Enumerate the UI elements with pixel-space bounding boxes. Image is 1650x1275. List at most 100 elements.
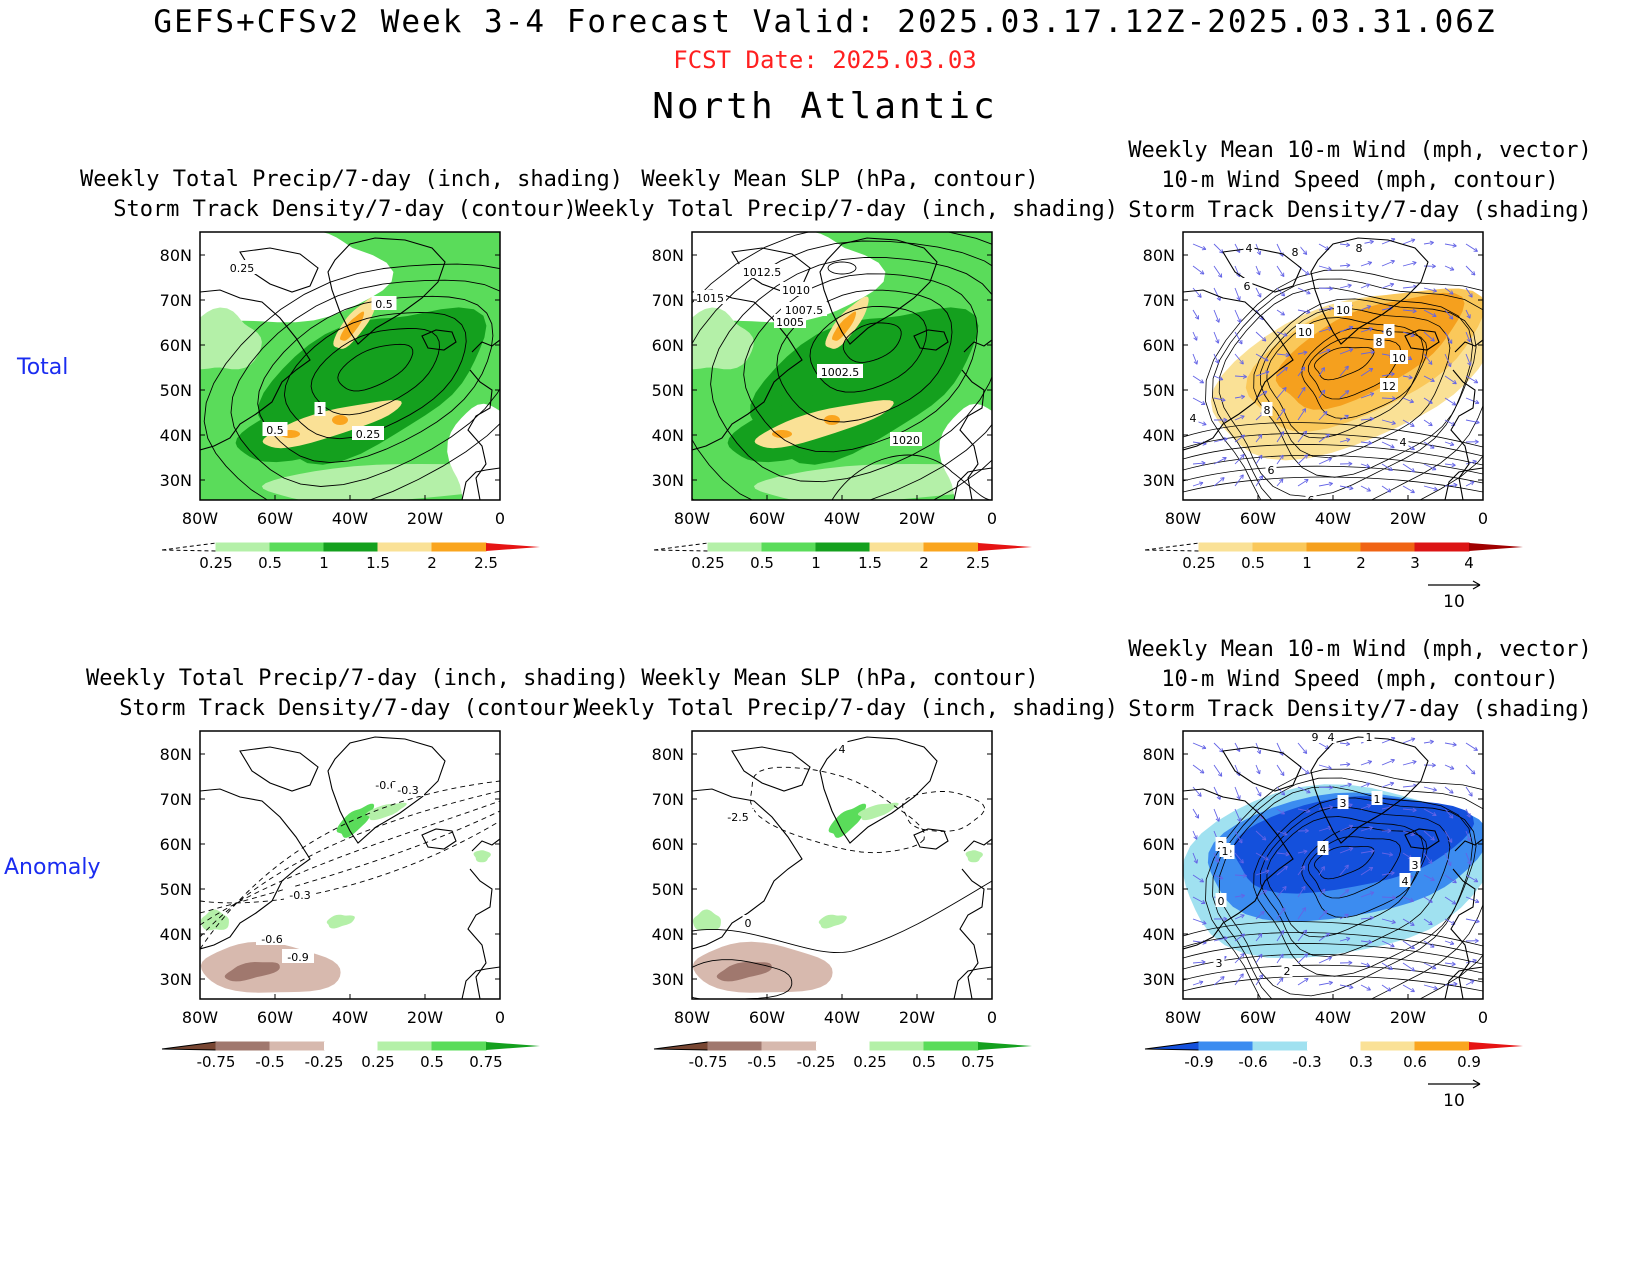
colorbar-track-anomaly: -0.9 -0.6 -0.3 0.3 0.6 0.9	[1144, 1041, 1523, 1071]
contour-label-bg	[392, 782, 424, 796]
coastline	[1183, 788, 1294, 950]
contour-label: 0.5	[375, 298, 393, 311]
wind-vector-head	[1323, 910, 1328, 915]
wind-vector	[1339, 984, 1354, 989]
reference-vector: 10	[1428, 580, 1481, 612]
wind-vector	[1213, 457, 1227, 465]
wind-vector	[1423, 984, 1438, 990]
colorbar-segment	[215, 1041, 271, 1051]
contour-label: 9	[1312, 731, 1319, 744]
contour-label-bg	[1390, 350, 1408, 364]
wind-vector	[1465, 287, 1473, 298]
wind-vector	[1423, 287, 1437, 292]
coastline	[692, 289, 803, 451]
colorbar-label: -0.3	[1292, 1053, 1321, 1071]
wind-vector	[1234, 353, 1244, 365]
wind-vector	[1318, 433, 1330, 443]
contour-label-bg	[1296, 324, 1314, 338]
contour-label-bg	[1215, 893, 1227, 907]
colorbar-segment	[1360, 1041, 1416, 1051]
wind-vector	[1213, 331, 1219, 344]
wind-vector	[1402, 238, 1416, 245]
wind-vector-head	[1447, 362, 1452, 368]
map-panel: -0.3-0.6-0.9-0.6 -0.380N70N60N50N40N30N80…	[160, 730, 505, 1027]
colorbar-segment	[431, 1041, 487, 1051]
contour-label: 1020	[892, 434, 920, 447]
wind-vector-head	[1473, 247, 1478, 252]
wind-vector-head	[1432, 312, 1437, 318]
map-area: 0.25 0.5 1 0.5 0.25	[200, 232, 500, 500]
precip-shading	[746, 232, 867, 311]
wind-vector	[1297, 287, 1311, 295]
wind-vector-head	[1236, 296, 1241, 301]
colorbar-label: 0.5	[750, 554, 774, 572]
wind-vector-head	[1472, 958, 1477, 964]
wind-vector-head	[1472, 459, 1477, 465]
wind-vector-head	[1448, 339, 1453, 344]
wind-vector	[1360, 418, 1374, 421]
wind-vector-head	[1242, 374, 1247, 379]
wind-vector-head	[1193, 360, 1198, 365]
map-area: 94131221434032	[1183, 731, 1483, 999]
lat-label: 40N	[652, 426, 684, 445]
contour-label-bg	[1337, 795, 1349, 809]
lat-label: 60N	[652, 835, 684, 854]
lon-label: 60W	[1240, 1008, 1276, 1027]
wind-vector	[1402, 375, 1413, 379]
wind-vector-head	[1388, 852, 1394, 857]
wind-vector	[1360, 351, 1375, 355]
wind-vector-head	[1366, 986, 1371, 991]
wind-vector-head	[1428, 360, 1433, 365]
colorbar-label: 3	[1410, 554, 1420, 572]
colorbar-segment	[324, 1042, 378, 1050]
wind-vector-head	[1431, 762, 1436, 768]
lon-label: 20W	[407, 509, 443, 528]
contour-label: 10	[1392, 352, 1406, 365]
wind-vector-head	[1407, 355, 1413, 361]
wind-vector	[1465, 243, 1478, 252]
wind-vector	[1234, 415, 1245, 421]
wind-vector	[1339, 326, 1354, 333]
wind-vector	[1360, 760, 1372, 766]
wind-vector-head	[1329, 785, 1334, 790]
precip-shading	[832, 311, 857, 341]
wind-vector	[1339, 847, 1354, 854]
wind-vector	[1423, 940, 1435, 948]
wind-vector	[1192, 462, 1206, 465]
slp-anomaly-contour	[692, 959, 793, 999]
coastline	[200, 788, 311, 950]
wind-vector-head	[1218, 376, 1224, 381]
wind-vector	[1339, 937, 1351, 942]
colorbar-segment	[815, 542, 871, 552]
wind-vector-head	[1453, 482, 1458, 488]
wind-vector	[1192, 742, 1207, 749]
contour-label: 4	[1402, 875, 1409, 888]
wind-vector	[1423, 808, 1437, 816]
wind-vector	[1234, 786, 1241, 800]
wind-vector	[1234, 309, 1242, 323]
wind-vector-head	[1386, 987, 1392, 992]
contour-label: -0.3	[397, 784, 418, 797]
wind-speed-contour	[1253, 797, 1477, 977]
wind-vector	[1213, 976, 1225, 986]
contour-label: -0.9	[287, 951, 308, 964]
coastline	[731, 746, 811, 792]
lon-label: 40W	[332, 1008, 368, 1027]
wind-vector-head	[1281, 907, 1286, 912]
wind-vector-head	[1193, 336, 1198, 341]
wind-vector	[1192, 287, 1202, 298]
wind-vector-head	[1369, 239, 1374, 245]
colorbar-label: 0.25	[1182, 554, 1215, 572]
wind-vector	[1276, 408, 1286, 421]
wind-vector	[1213, 764, 1223, 777]
wind-vector	[1297, 978, 1309, 986]
coastline	[1444, 467, 1483, 500]
contour-label-bg	[836, 741, 848, 755]
wind-vector-head	[1300, 865, 1306, 870]
wind-vector-head	[1410, 921, 1415, 926]
wind-vector-head	[1473, 379, 1479, 384]
colorbar-label: 1	[1302, 554, 1312, 572]
row-label-total: Total	[17, 355, 69, 380]
lat-label: 70N	[652, 790, 684, 809]
wind-vector-head	[1193, 859, 1198, 864]
